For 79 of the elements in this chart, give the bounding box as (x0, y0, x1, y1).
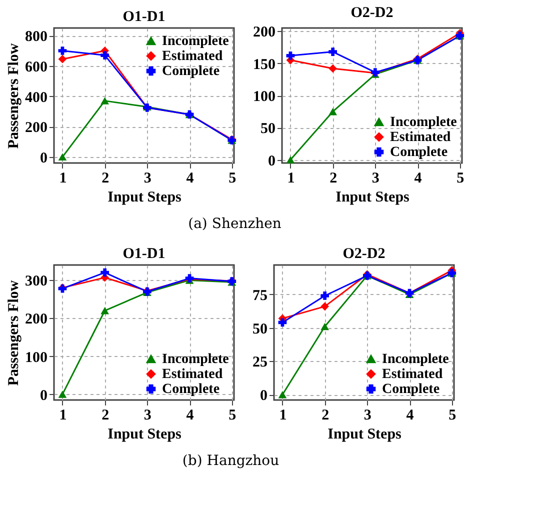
y-tick-label: 200 (25, 120, 48, 136)
point (320, 322, 330, 330)
x-tick-label: 2 (330, 170, 338, 186)
point (328, 64, 338, 73)
point (286, 156, 295, 164)
legend-label: Complete (162, 64, 220, 79)
x-tick-label: 3 (364, 408, 372, 424)
legend-label: Complete (390, 145, 448, 160)
point (58, 46, 67, 55)
x-tick-label: 4 (406, 408, 414, 424)
point (58, 54, 67, 64)
x-tick-label: 2 (102, 408, 110, 424)
legend-label: Incomplete (162, 34, 229, 49)
legend-label: Estimated (162, 367, 223, 382)
point (100, 268, 110, 277)
text: (a) Shenzhen (188, 216, 282, 232)
x-tick-label: 2 (102, 170, 110, 186)
point (328, 108, 338, 116)
x-axis-title: Input Steps (108, 190, 182, 206)
chart-title: O1-D1 (122, 9, 166, 25)
y-tick-label: 200 (25, 312, 48, 328)
text: (b) Hangzhou (182, 452, 280, 469)
y-tick-label: 0 (40, 150, 48, 166)
y-tick-label: 0 (268, 153, 276, 170)
y-tick-label: 200 (253, 24, 276, 41)
chart-title: O2-D2 (350, 5, 394, 22)
x-tick-label: 5 (228, 408, 236, 424)
y-tick-label: 50 (252, 321, 268, 338)
x-tick-label: 4 (186, 170, 194, 186)
x-axis-title: Input Steps (108, 426, 182, 442)
point (320, 292, 330, 300)
x-axis-title: Input Steps (328, 426, 402, 442)
x-tick-label: 1 (59, 170, 67, 186)
x-tick-label: 2 (322, 408, 330, 424)
legend-label: Incomplete (162, 352, 229, 367)
legend-label: Estimated (162, 49, 223, 64)
x-tick-label: 3 (144, 408, 152, 424)
y-tick-label: 300 (25, 274, 48, 290)
x-tick-label: 5 (448, 408, 456, 424)
point (58, 390, 67, 398)
point (100, 307, 110, 314)
y-axis-title: Passengers Flow (6, 280, 22, 386)
y-tick-label: 800 (25, 29, 48, 46)
y-tick-label: 400 (25, 90, 48, 106)
y-tick-label: 0 (260, 388, 268, 404)
legend-label: Estimated (382, 367, 443, 382)
x-tick-label: 4 (414, 170, 422, 186)
y-tick-label: 0 (40, 388, 48, 404)
point (100, 51, 110, 60)
x-tick-label: 3 (372, 170, 380, 186)
y-tick-label: 100 (25, 350, 48, 366)
legend-label: Estimated (390, 130, 451, 145)
legend-label: Incomplete (390, 115, 457, 130)
y-tick-label: 600 (25, 59, 48, 76)
y-tick-label: 75 (252, 288, 268, 304)
point (278, 391, 287, 398)
legend-label: Complete (162, 382, 220, 397)
x-tick-label: 1 (279, 408, 287, 424)
point (100, 97, 110, 104)
point (328, 48, 338, 56)
legend-label: Complete (382, 382, 440, 397)
y-tick-label: 50 (260, 121, 276, 138)
x-tick-label: 1 (59, 408, 67, 424)
y-tick-label: 100 (253, 89, 276, 105)
y-axis-title: Passengers Flow (6, 43, 22, 149)
x-tick-label: 3 (144, 170, 152, 186)
x-tick-label: 4 (186, 408, 194, 424)
point (286, 51, 295, 60)
x-tick-label: 1 (287, 170, 295, 186)
x-tick-label: 5 (456, 170, 464, 186)
point (58, 153, 67, 161)
legend-label: Incomplete (382, 352, 449, 367)
y-tick-label: 25 (252, 354, 268, 371)
x-tick-label: 5 (228, 170, 236, 186)
chart-title: O1-D1 (122, 246, 166, 262)
point (320, 302, 330, 311)
chart-title: O2-D2 (342, 246, 386, 262)
x-axis-title: Input Steps (336, 190, 410, 206)
y-tick-label: 150 (253, 56, 276, 73)
